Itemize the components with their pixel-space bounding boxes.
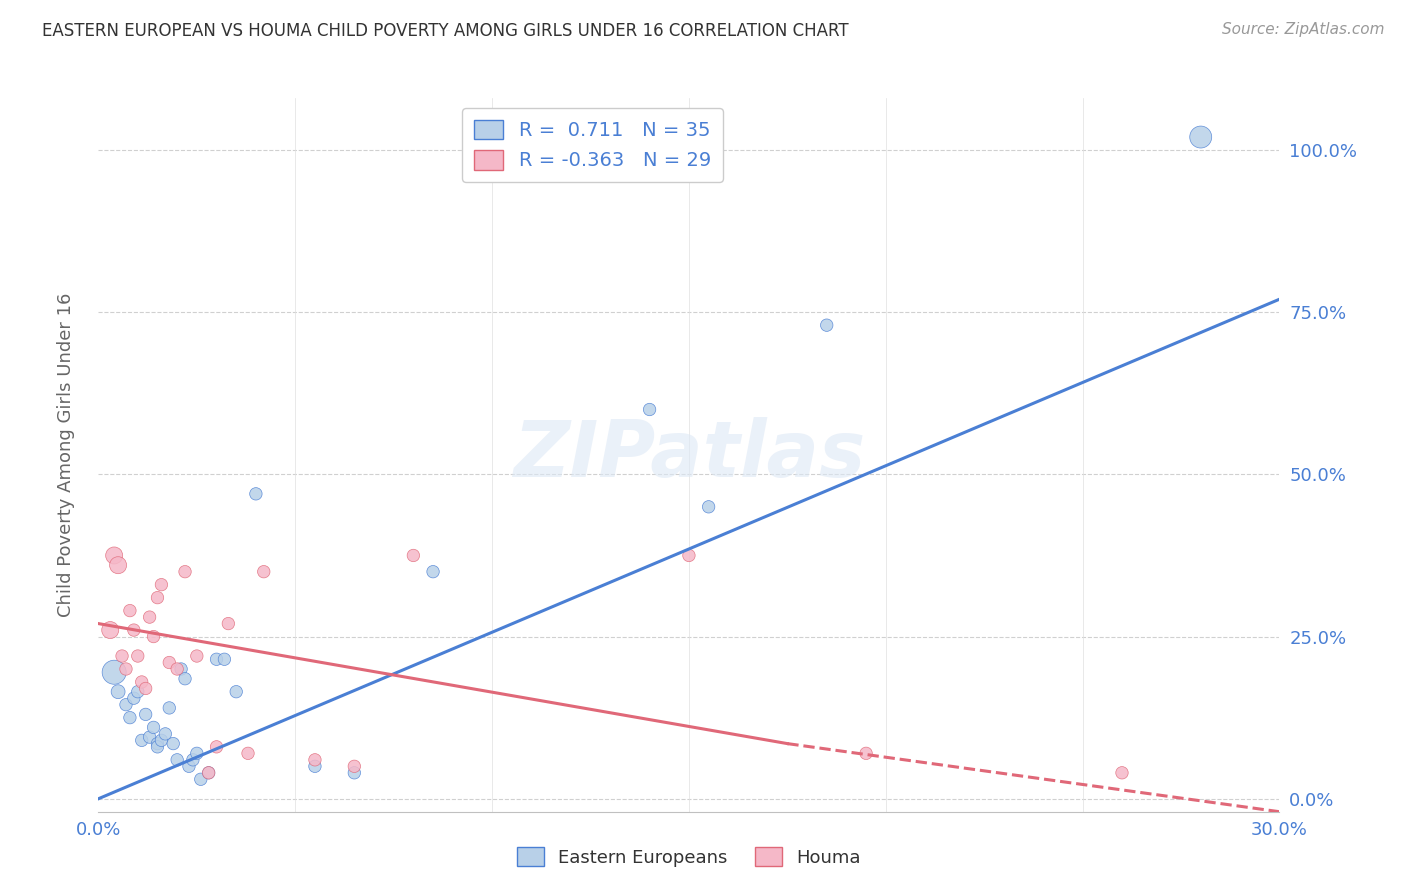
Point	[166, 753, 188, 767]
Legend: Eastern Europeans, Houma: Eastern Europeans, Houma	[510, 840, 868, 874]
Point	[815, 318, 838, 333]
Point	[186, 747, 208, 761]
Point	[422, 565, 444, 579]
Point	[127, 648, 149, 663]
Point	[174, 672, 197, 686]
Point	[111, 648, 134, 663]
Point	[697, 500, 720, 514]
Point	[638, 402, 661, 417]
Point	[138, 730, 160, 744]
Point	[253, 565, 276, 579]
Y-axis label: Child Poverty Among Girls Under 16: Child Poverty Among Girls Under 16	[56, 293, 75, 617]
Point	[217, 616, 239, 631]
Point	[107, 558, 129, 573]
Point	[135, 681, 157, 696]
Point	[131, 675, 153, 690]
Point	[170, 662, 193, 676]
Point	[150, 577, 173, 591]
Text: ZIPatlas: ZIPatlas	[513, 417, 865, 493]
Point	[855, 747, 877, 761]
Point	[103, 549, 125, 563]
Point	[157, 656, 180, 670]
Text: EASTERN EUROPEAN VS HOUMA CHILD POVERTY AMONG GIRLS UNDER 16 CORRELATION CHART: EASTERN EUROPEAN VS HOUMA CHILD POVERTY …	[42, 22, 849, 40]
Point	[1111, 765, 1133, 780]
Point	[103, 665, 125, 680]
Point	[122, 623, 145, 637]
Point	[236, 747, 259, 761]
Point	[197, 765, 219, 780]
Point	[115, 698, 138, 712]
Point	[135, 707, 157, 722]
Point	[245, 487, 267, 501]
Point	[155, 727, 177, 741]
Point	[146, 739, 169, 754]
Point	[98, 623, 121, 637]
Point	[304, 753, 326, 767]
Point	[304, 759, 326, 773]
Point	[177, 759, 200, 773]
Point	[190, 772, 212, 787]
Point	[166, 662, 188, 676]
Point	[162, 737, 184, 751]
Point	[138, 610, 160, 624]
Point	[115, 662, 138, 676]
Point	[174, 565, 197, 579]
Point	[197, 765, 219, 780]
Point	[205, 739, 228, 754]
Point	[225, 684, 247, 698]
Point	[214, 652, 236, 666]
Point	[402, 549, 425, 563]
Point	[205, 652, 228, 666]
Point	[118, 604, 141, 618]
Point	[1189, 130, 1212, 145]
Point	[181, 753, 204, 767]
Point	[118, 711, 141, 725]
Point	[127, 684, 149, 698]
Text: Source: ZipAtlas.com: Source: ZipAtlas.com	[1222, 22, 1385, 37]
Point	[142, 720, 165, 734]
Point	[343, 765, 366, 780]
Point	[142, 630, 165, 644]
Point	[678, 549, 700, 563]
Point	[122, 691, 145, 706]
Point	[146, 591, 169, 605]
Point	[107, 684, 129, 698]
Point	[146, 737, 169, 751]
Point	[131, 733, 153, 747]
Point	[157, 701, 180, 715]
Point	[150, 733, 173, 747]
Point	[343, 759, 366, 773]
Point	[186, 648, 208, 663]
